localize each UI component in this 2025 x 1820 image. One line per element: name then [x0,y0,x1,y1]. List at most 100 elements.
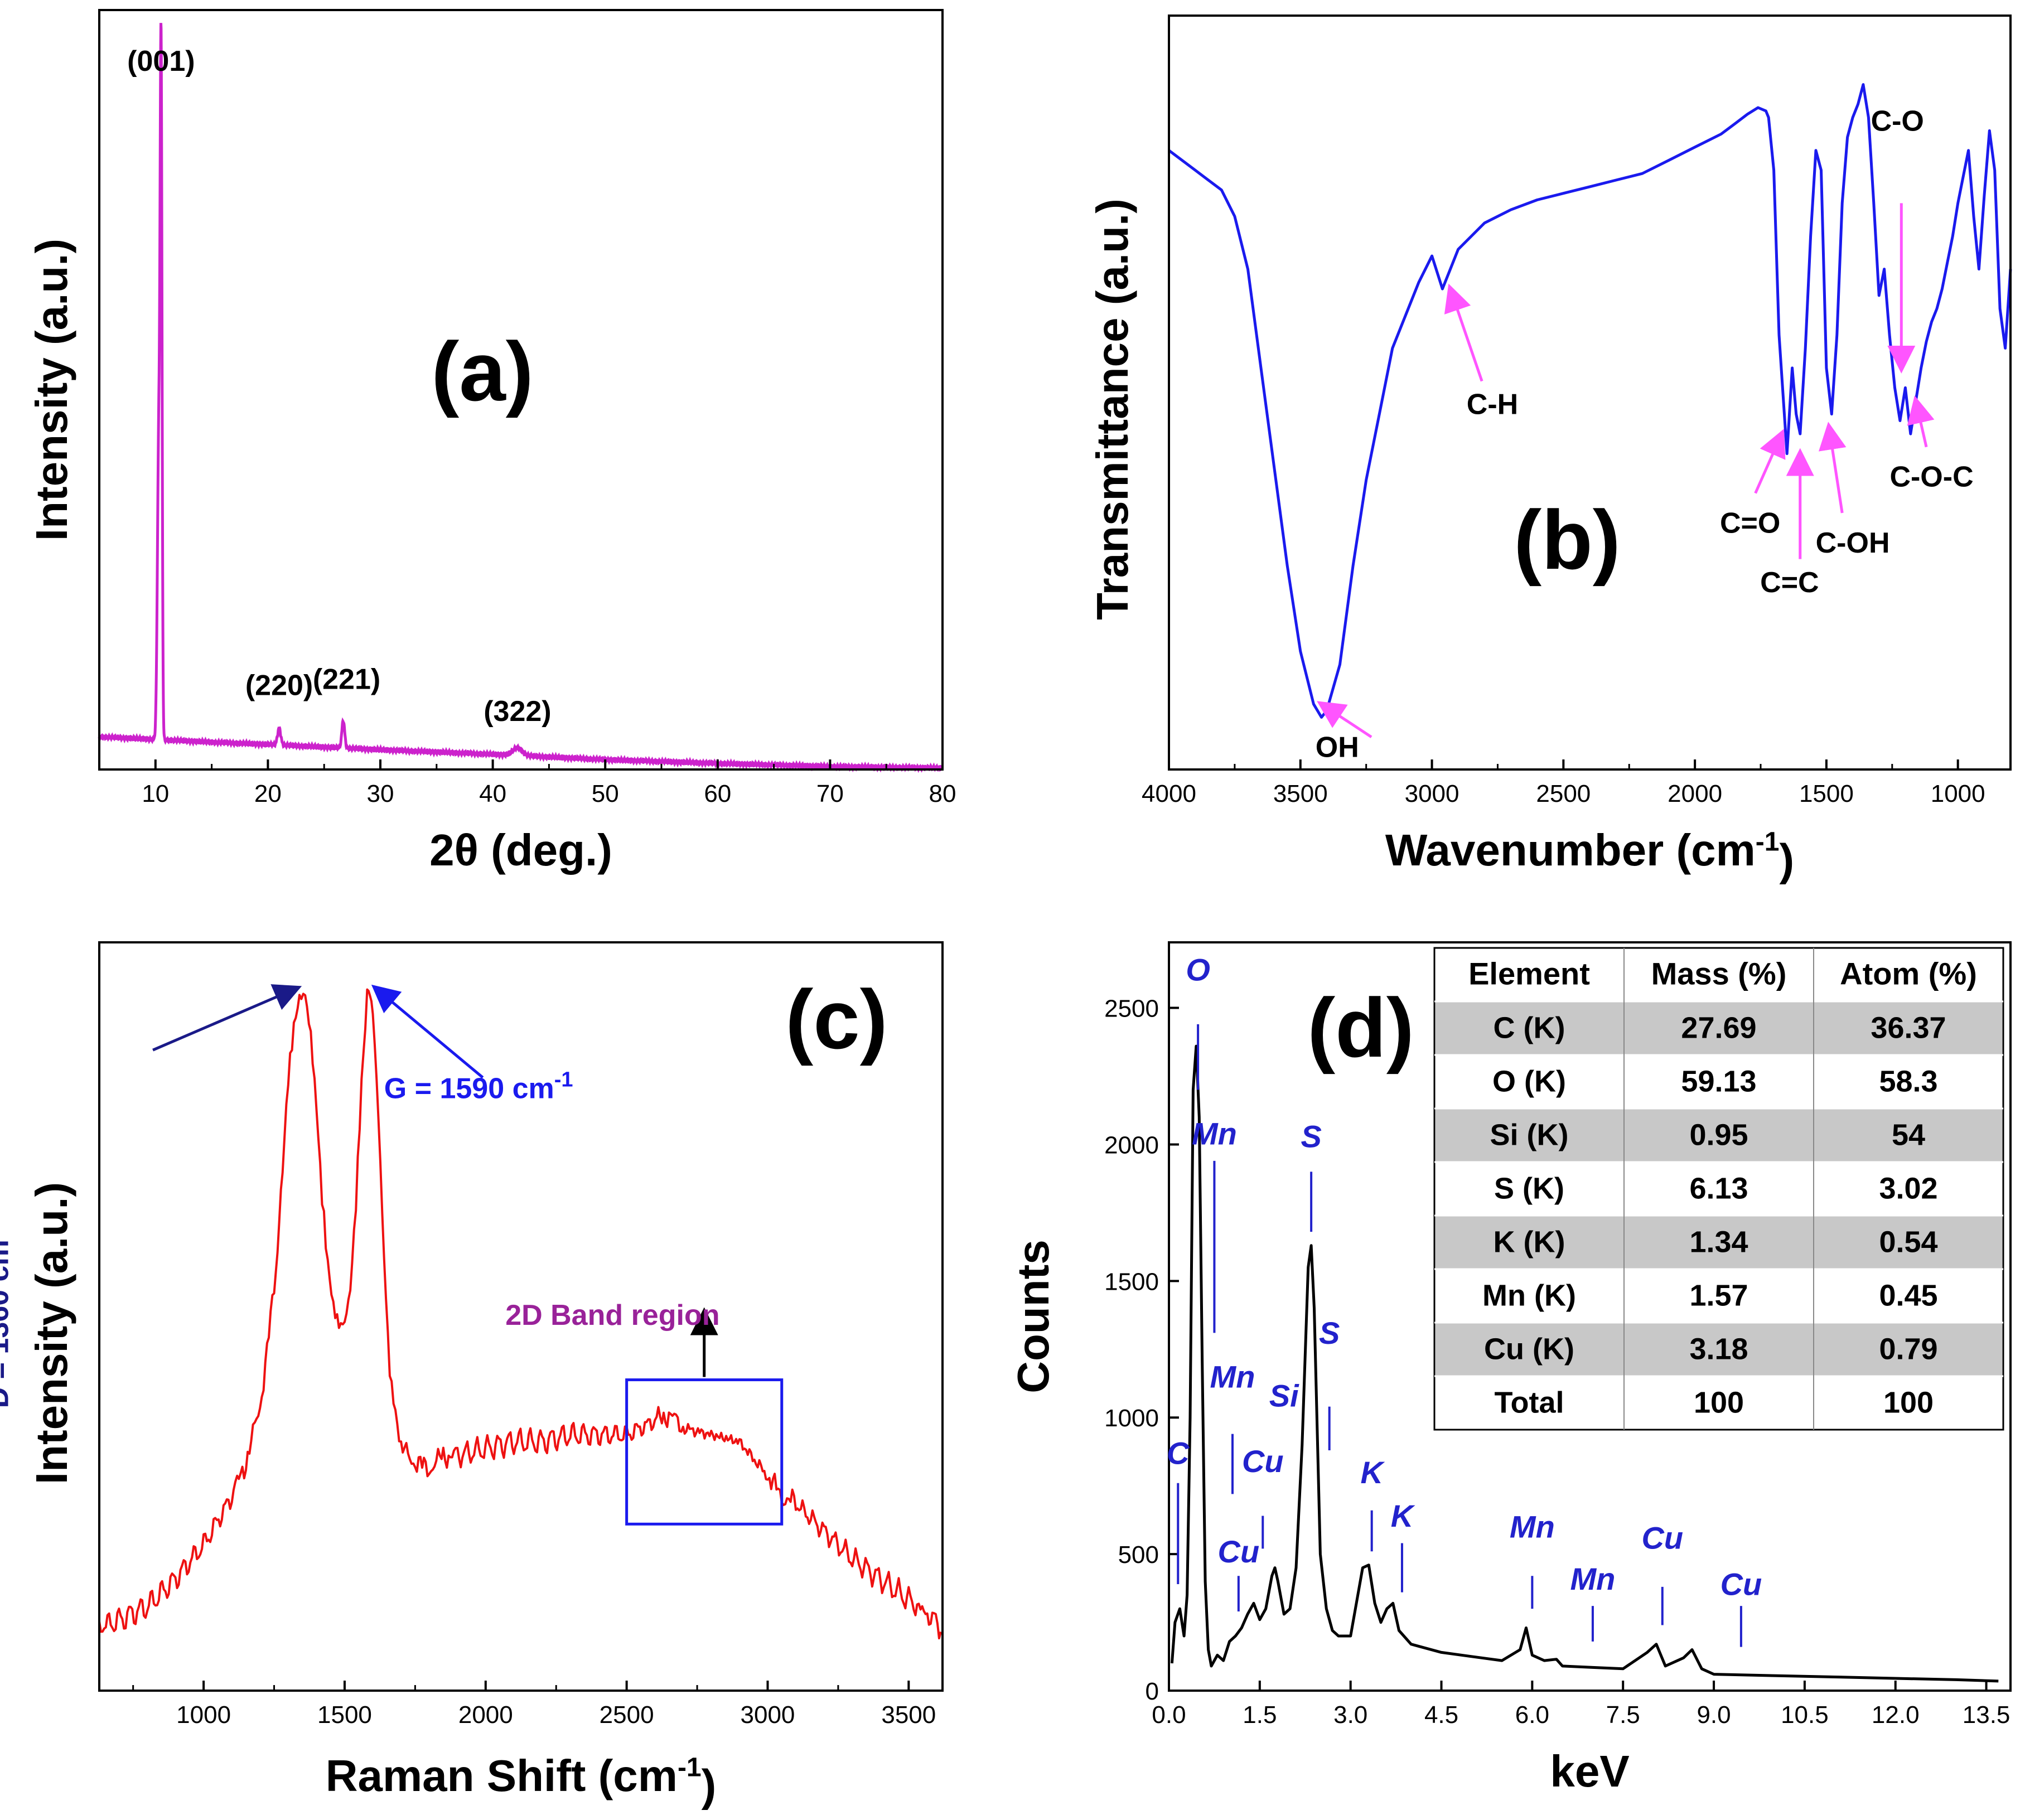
panel-label-c: (c) [785,972,887,1066]
x-tick-label-c: 1500 [317,1701,372,1729]
table-cell: 0.45 [1879,1279,1937,1312]
peak-label-a: (220) [245,670,313,702]
y-tick-label-d: 0 [1146,1678,1159,1705]
plot-frame-c [98,941,944,1692]
x-tick-label-d: 3.0 [1333,1701,1367,1729]
table-header-cell: Atom (%) [1840,956,1977,991]
x-tick-label-a: 50 [592,780,619,807]
x-axis-label-c-main: Raman Shift (cm [326,1751,678,1800]
g-band-label: G = 1590 cm-1 [384,1068,573,1105]
table-cell: 0.54 [1879,1225,1937,1258]
table-header-cell: Mass (%) [1651,956,1787,991]
x-tick-label-b: 4000 [1142,780,1196,807]
eds-element-label: Mn [1570,1561,1615,1596]
x-axis-label-c: Raman Shift (cm-1) [326,1751,717,1811]
x-axis-label-c-end: ) [702,1761,717,1811]
ftir-band-label: C-H [1467,389,1518,421]
x-tick-label-a: 70 [816,780,844,807]
table-cell: 0.95 [1689,1118,1748,1151]
x-tick-label-c: 3500 [881,1701,936,1729]
x-tick-label-d: 6.0 [1515,1701,1549,1729]
y-tick-label-d: 1500 [1104,1268,1159,1295]
ftir-arrow [1818,422,1847,514]
y-axis-label-b: Transmittance (a.u.) [1088,199,1137,620]
x-axis-label-b-end: ) [1779,835,1794,885]
peak-label-a: (001) [127,45,195,78]
table-cell: S (K) [1494,1172,1564,1205]
composition-table: Element Mass (%) Atom (%) C (K) 27.69 36.37 O … [1433,947,2004,1431]
x-tick-label-d: 1.5 [1243,1701,1277,1729]
ftir-arrow [1444,283,1483,382]
x-tick-label-c: 2500 [600,1701,654,1729]
y-axis-label-d: Counts [1008,1240,1058,1393]
eds-element-label: C [1167,1435,1190,1470]
x-tick-label-b: 1500 [1799,780,1854,807]
2d-band-box [625,1378,784,1526]
table-cell: 6.13 [1689,1172,1748,1205]
x-tick-label-a: 10 [142,780,169,807]
x-tick-label-a: 30 [367,780,394,807]
x-tick-label-a: 40 [479,780,506,807]
table-row-shade [1436,1216,2002,1269]
y-tick-label-d: 2500 [1104,995,1159,1023]
x-tick-label-d: 7.5 [1606,1701,1640,1729]
ftir-arrow [1317,701,1372,738]
d-band-label: D = 1360 cm-1 [0,1221,15,1408]
x-tick-label-d: 10.5 [1781,1701,1829,1729]
x-axis-label-b-main: Wavenumber (cm [1385,825,1756,875]
x-tick-label-a: 20 [254,780,282,807]
2d-band-label: 2D Band region [505,1299,719,1332]
eds-element-label: Si [1269,1378,1299,1414]
eds-element-label: S [1301,1119,1321,1154]
d-band-label-sup: -1 [0,1221,2,1240]
table-cell: Cu (K) [1484,1332,1574,1366]
eds-element-label: O [1186,952,1210,988]
ftir-arrow [1907,395,1935,448]
eds-element-label: Cu [1242,1444,1284,1479]
y-tick-label-d: 1000 [1104,1405,1159,1432]
x-axis-label-a: 2θ (deg.) [429,825,612,875]
panel-label-b: (b) [1514,493,1621,587]
eds-element-label: Cu [1720,1567,1762,1602]
peak-label-a: (221) [313,664,380,696]
panel-a-xrd: 10 20 30 40 50 60 70 80 2θ (deg.) Intensity (a.u.… [27,9,956,875]
ftir-band-label: C-O [1871,105,1924,137]
x-tick-label-c: 1000 [176,1701,231,1729]
x-tick-label-d: 0.0 [1152,1701,1186,1729]
table-cell: 3.18 [1689,1332,1748,1366]
table-row-shade [1436,1001,2002,1055]
eds-element-label: Mn [1510,1509,1555,1545]
ftir-band-label: OH [1316,731,1359,763]
panel-d-eds: 0.0 1.5 3.0 4.5 6.0 7.5 9.0 10.5 12.0 13.5 0 500 100… [1008,941,2012,1796]
x-tick-label-d: 9.0 [1697,1701,1731,1729]
table-cell: 100 [1694,1386,1744,1419]
table-cell: 27.69 [1681,1011,1756,1044]
table-cell: 100 [1883,1386,1934,1419]
table-header-cell: Element [1468,956,1590,991]
table-cell: 0.79 [1879,1332,1937,1366]
d-band-label-main: D = 1360 cm [0,1240,15,1408]
x-tick-label-b: 2000 [1668,780,1722,807]
x-tick-label-b: 3500 [1273,780,1328,807]
x-tick-label-c: 2000 [458,1701,513,1729]
x-tick-label-d: 4.5 [1424,1701,1458,1729]
table-cell: Si (K) [1490,1118,1569,1151]
ftir-band-label: C=C [1760,567,1819,599]
panel-label-a: (a) [431,325,533,418]
x-tick-label-c: 3000 [741,1701,795,1729]
panel-b-ftir: 4000 3500 3000 2500 2000 1500 1000 Wavenumber (… [1088,14,2012,885]
table-cell: C (K) [1494,1011,1565,1044]
x-axis-label-b-sup: -1 [1756,827,1780,857]
table-cell: Total [1495,1386,1564,1419]
y-axis-label-a: Intensity (a.u.) [27,239,76,541]
eds-element-label: S [1319,1315,1340,1351]
table-cell: 1.57 [1689,1279,1748,1312]
d-band-arrow [152,984,302,1052]
x-tick-label-d: 12.0 [1872,1701,1920,1729]
table-cell: 36.37 [1871,1011,1946,1044]
ftir-series-line [1168,83,2012,719]
y-tick-label-d: 500 [1118,1541,1159,1569]
ftir-band-label: C=O [1720,507,1780,539]
panel-label-d: (d) [1307,981,1414,1074]
